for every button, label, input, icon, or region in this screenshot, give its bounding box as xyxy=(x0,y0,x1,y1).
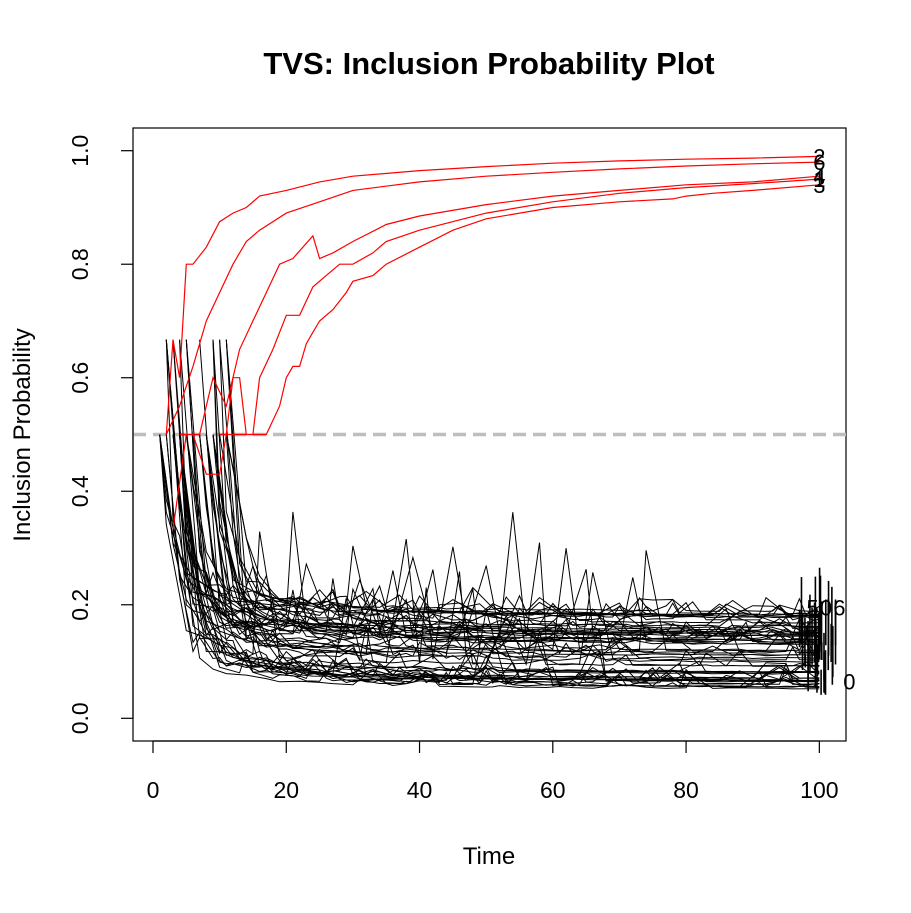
unselected-series-line xyxy=(159,434,820,631)
selected-series-line-3 xyxy=(219,184,820,436)
x-tick-label: 0 xyxy=(147,777,160,803)
unselected-series-line xyxy=(185,339,820,641)
unselected-series-line xyxy=(179,339,820,644)
unselected-series-line xyxy=(159,434,820,646)
selected-series-line-1 xyxy=(179,178,820,475)
x-tick-label: 60 xyxy=(540,777,566,803)
y-tick-label: 1.0 xyxy=(67,135,93,167)
end-label-unselected: 6 xyxy=(833,596,845,621)
unselected-series-line xyxy=(212,434,820,628)
unselected-series-line xyxy=(199,339,820,685)
unselected-series-line xyxy=(219,339,820,661)
selected-series-line-6 xyxy=(165,161,820,435)
unselected-series-line xyxy=(172,434,820,682)
unselected-series-line xyxy=(199,434,820,634)
selected-series-line-4 xyxy=(172,175,820,530)
x-tick-label: 80 xyxy=(673,777,699,803)
y-tick-label: 0.8 xyxy=(67,248,93,280)
unselected-series-line xyxy=(159,434,820,621)
chart-title: TVS: Inclusion Probability Plot xyxy=(263,46,714,81)
unselected-series-line xyxy=(165,434,820,682)
unselected-series-line xyxy=(172,434,820,640)
unselected-series-line xyxy=(185,434,820,613)
unselected-series-line xyxy=(205,434,820,652)
unselected-series-line xyxy=(179,434,820,673)
unselected-series-line xyxy=(172,434,820,675)
end-label-2: 2 xyxy=(813,144,825,169)
unselected-series-line xyxy=(199,434,820,683)
y-axis-label: Inclusion Probability xyxy=(9,328,36,541)
unselected-series-line xyxy=(179,434,820,656)
y-tick-label: 0.2 xyxy=(67,589,93,621)
end-label-6: 6 xyxy=(813,150,825,175)
unselected-series-line xyxy=(179,434,820,683)
end-label-unselected: 5 xyxy=(807,596,819,621)
x-axis-label: Time xyxy=(463,843,515,870)
unselected-series-line xyxy=(159,434,820,654)
selected-series-line-2 xyxy=(165,155,820,435)
x-tick-label: 100 xyxy=(800,777,838,803)
end-label-4: 4 xyxy=(813,164,825,189)
y-tick-label: 0.6 xyxy=(67,362,93,394)
unselected-series-line xyxy=(205,434,820,653)
end-label-3: 3 xyxy=(813,173,825,198)
unselected-series-line xyxy=(165,339,820,690)
unselected-series-line xyxy=(212,434,820,637)
unselected-series-line xyxy=(219,434,820,617)
end-label-1: 1 xyxy=(813,167,825,192)
end-label-unselected: 0 xyxy=(820,596,832,621)
y-tick-label: 0.0 xyxy=(67,702,93,734)
unselected-series-line xyxy=(212,339,820,663)
x-tick-label: 20 xyxy=(273,777,299,803)
end-label-unselected: 0 xyxy=(843,669,855,694)
unselected-series-line xyxy=(159,434,820,615)
y-tick-label: 0.4 xyxy=(67,475,93,507)
x-tick-label: 40 xyxy=(407,777,433,803)
